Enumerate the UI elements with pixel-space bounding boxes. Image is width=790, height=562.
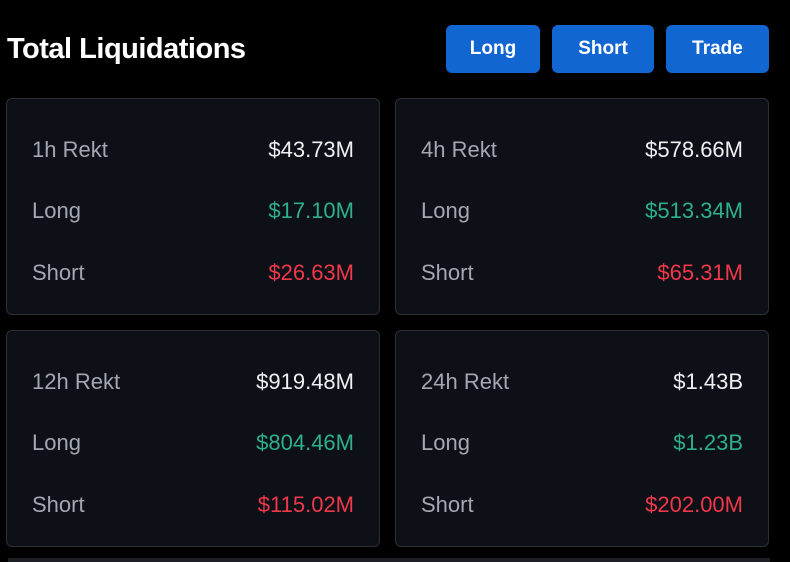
total-row: 12h Rekt $919.48M (32, 367, 354, 397)
short-value: $202.00M (645, 492, 743, 517)
long-value: $1.23B (673, 430, 743, 455)
long-value: $17.10M (268, 198, 354, 223)
bottom-divider (8, 558, 770, 562)
page-title: Total Liquidations (7, 33, 246, 65)
trade-button[interactable]: Trade (666, 25, 769, 73)
total-row: 4h Rekt $578.66M (421, 135, 743, 165)
liquidation-card-1h: 1h Rekt $43.73M Long $17.10M Short $26.6… (6, 98, 380, 315)
long-row: Long $804.46M (32, 428, 354, 458)
short-label: Short (32, 260, 85, 285)
short-button[interactable]: Short (552, 25, 654, 73)
short-value: $65.31M (657, 260, 743, 285)
long-row: Long $1.23B (421, 428, 743, 458)
long-label: Long (421, 430, 470, 455)
total-row: 1h Rekt $43.73M (32, 135, 354, 165)
short-value: $26.63M (268, 260, 354, 285)
period-label: 4h Rekt (421, 137, 497, 162)
period-label: 24h Rekt (421, 369, 510, 394)
total-row: 24h Rekt $1.43B (421, 367, 743, 397)
long-label: Long (421, 198, 470, 223)
short-row: Short $65.31M (421, 258, 743, 288)
short-row: Short $26.63M (32, 258, 354, 288)
total-value: $1.43B (673, 369, 743, 394)
long-value: $513.34M (645, 198, 743, 223)
liquidation-card-12h: 12h Rekt $919.48M Long $804.46M Short $1… (6, 330, 380, 547)
long-label: Long (32, 430, 81, 455)
long-value: $804.46M (256, 430, 354, 455)
total-value: $43.73M (268, 137, 354, 162)
long-row: Long $513.34M (421, 196, 743, 226)
short-value: $115.02M (257, 492, 354, 517)
long-label: Long (32, 198, 81, 223)
period-label: 12h Rekt (32, 369, 121, 394)
liquidation-card-4h: 4h Rekt $578.66M Long $513.34M Short $65… (395, 98, 769, 315)
total-value: $578.66M (645, 137, 743, 162)
short-label: Short (421, 260, 474, 285)
liquidation-card-24h: 24h Rekt $1.43B Long $1.23B Short $202.0… (395, 330, 769, 547)
short-label: Short (32, 492, 85, 517)
long-row: Long $17.10M (32, 196, 354, 226)
short-label: Short (421, 492, 474, 517)
long-button[interactable]: Long (446, 25, 540, 73)
short-row: Short $202.00M (421, 490, 743, 520)
total-value: $919.48M (256, 369, 354, 394)
short-row: Short $115.02M (32, 490, 354, 520)
period-label: 1h Rekt (32, 137, 108, 162)
